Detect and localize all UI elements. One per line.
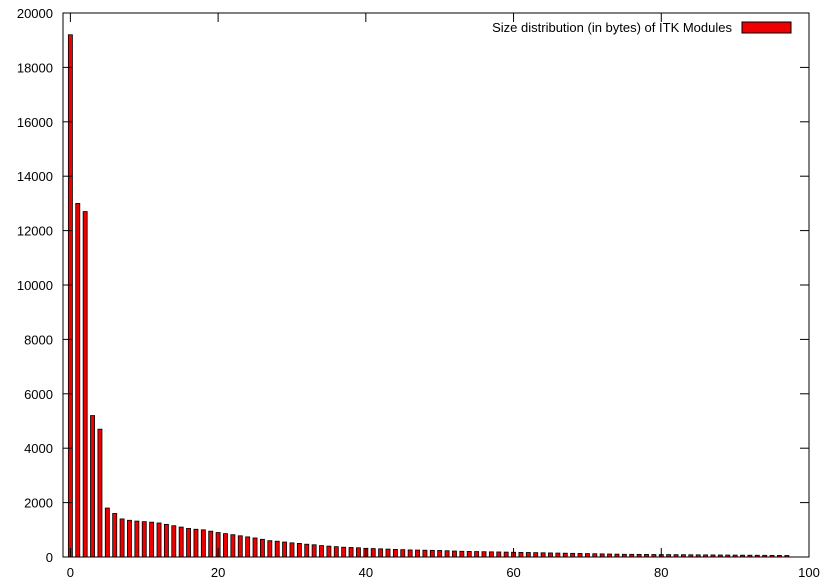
bar	[437, 550, 443, 558]
bar	[171, 525, 177, 558]
bar	[127, 519, 132, 558]
bar	[570, 552, 576, 558]
bar	[555, 552, 561, 558]
bar	[452, 550, 457, 558]
y-tick-label: 4000	[24, 441, 53, 456]
bar	[540, 552, 546, 558]
bar	[230, 534, 236, 558]
bar	[422, 549, 428, 558]
bar	[496, 551, 502, 558]
bar	[481, 551, 487, 558]
x-tick-label: 80	[654, 565, 668, 580]
x-tick-label: 60	[506, 565, 520, 580]
bar	[104, 507, 110, 558]
bar	[459, 550, 465, 558]
y-tick-label: 6000	[24, 387, 53, 402]
y-tick-label: 0	[46, 550, 53, 565]
y-tick-label: 8000	[24, 332, 53, 347]
bar	[474, 551, 480, 558]
x-tick-label: 40	[359, 565, 373, 580]
bar	[267, 540, 273, 558]
bar	[548, 552, 553, 558]
bar	[163, 523, 169, 558]
bar	[584, 553, 590, 558]
legend-label: Size distribution (in bytes) of ITK Modu…	[492, 20, 732, 35]
x-tick-label: 100	[798, 565, 820, 580]
bar	[178, 526, 184, 558]
x-tick-label: 0	[67, 565, 74, 580]
bar	[311, 544, 317, 558]
bar	[385, 548, 391, 558]
bar	[186, 528, 191, 558]
bar	[193, 528, 199, 558]
bar	[333, 546, 339, 558]
y-tick-label: 10000	[17, 278, 53, 293]
bar	[223, 533, 228, 558]
bar	[444, 550, 450, 558]
bar	[149, 521, 155, 558]
bar	[577, 553, 583, 558]
bar	[525, 552, 531, 558]
bar	[259, 538, 265, 558]
bars-group	[67, 34, 790, 558]
bar	[429, 549, 435, 558]
bar	[67, 34, 73, 558]
bar	[82, 211, 88, 558]
bar	[282, 541, 288, 558]
bar	[378, 548, 384, 558]
legend: Size distribution (in bytes) of ITK Modu…	[492, 20, 792, 35]
bar	[97, 428, 103, 558]
bar	[392, 548, 398, 558]
bar	[237, 535, 243, 558]
bar	[75, 202, 81, 558]
bar	[341, 546, 347, 558]
bar	[415, 549, 420, 558]
bar	[200, 529, 206, 558]
x-tick-label: 20	[211, 565, 225, 580]
bar	[245, 536, 251, 558]
bar	[252, 537, 258, 558]
bar	[319, 545, 324, 558]
bar	[488, 551, 494, 558]
bar	[326, 545, 332, 558]
bar	[518, 551, 524, 558]
bar	[112, 513, 118, 558]
y-tick-label: 14000	[17, 169, 53, 184]
bar	[533, 552, 539, 558]
bar	[400, 549, 406, 558]
bar	[208, 530, 214, 558]
y-tick-label: 20000	[17, 6, 53, 21]
bar	[304, 543, 310, 558]
y-tick-label: 18000	[17, 60, 53, 75]
y-tick-label: 12000	[17, 224, 53, 239]
bar	[356, 547, 361, 558]
bar	[156, 522, 162, 558]
legend-swatch	[741, 21, 792, 34]
bar	[370, 548, 376, 558]
axes-group: 0 2000 4000 6000 8000 10000 12000 14000 16000 180…	[17, 6, 820, 580]
bar	[90, 415, 95, 558]
y-tick-label: 2000	[24, 496, 53, 511]
bar	[134, 520, 140, 558]
bar	[466, 551, 472, 558]
bar	[407, 549, 413, 558]
bar	[141, 521, 147, 558]
bar	[119, 518, 125, 558]
bar	[296, 543, 302, 558]
bar	[289, 542, 295, 558]
bar	[562, 552, 568, 558]
bar	[503, 551, 509, 558]
y-tick-label: 16000	[17, 115, 53, 130]
bar	[348, 547, 354, 558]
bar	[274, 540, 280, 558]
